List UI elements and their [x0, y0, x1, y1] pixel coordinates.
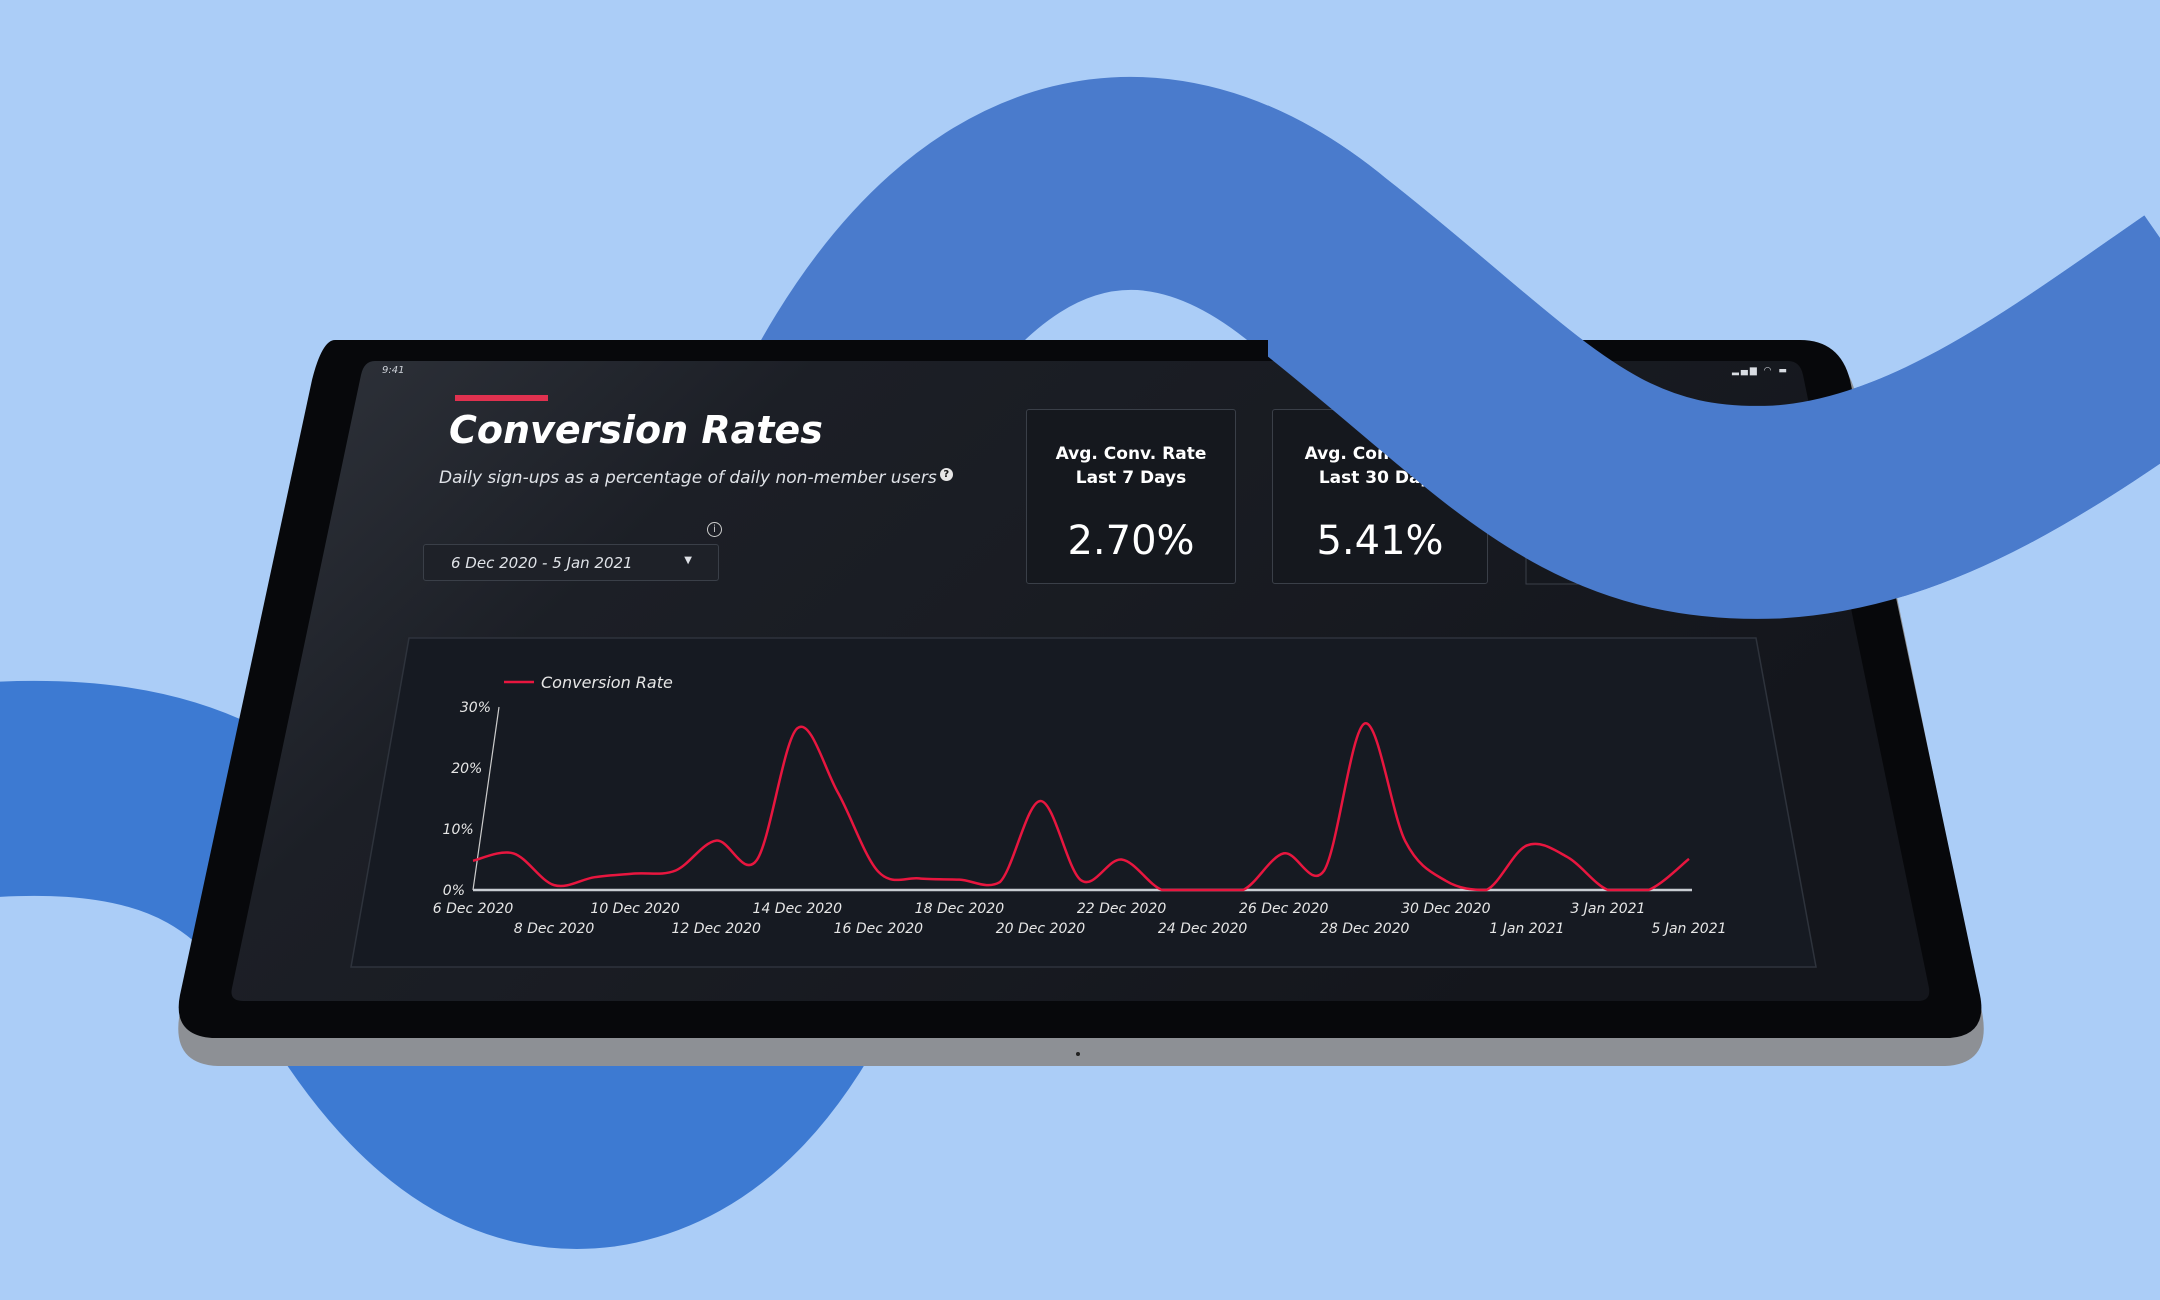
- x-tick-label: 30 Dec 2020: [1401, 901, 1491, 917]
- legend-label: Conversion Rate: [541, 673, 673, 692]
- x-tick-label: 1 Jan 2021: [1489, 921, 1564, 937]
- x-tick-label: 14 Dec 2020: [753, 901, 843, 917]
- y-tick-label: 10%: [443, 822, 474, 838]
- camera: [1076, 1052, 1080, 1056]
- card-label: Avg. Conv. Rate Last 7 Days: [1027, 442, 1235, 490]
- x-tick-label: 10 Dec 2020: [590, 901, 680, 917]
- wifi-icon: ◠: [1763, 366, 1774, 376]
- x-tick-label: 26 Dec 2020: [1239, 901, 1329, 917]
- x-tick-label: 16 Dec 2020: [834, 921, 924, 937]
- info-icon[interactable]: i: [707, 522, 722, 537]
- card-label-line1: Avg. Conv. Rate: [1055, 444, 1207, 464]
- x-tick-label: 20 Dec 2020: [996, 921, 1086, 937]
- x-tick-label: 24 Dec 2020: [1158, 921, 1248, 937]
- y-tick-label: 0%: [443, 883, 465, 899]
- date-range-dropdown[interactable]: 6 Dec 2020 - 5 Jan 2021 ▼: [423, 544, 719, 581]
- x-tick-label: 3 Jan 2021: [1570, 901, 1645, 917]
- y-tick-label: 20%: [451, 761, 482, 777]
- card-value: 2.70%: [1067, 518, 1195, 564]
- title-accent-bar: [455, 395, 548, 401]
- page-subtitle: Daily sign-ups as a percentage of daily …: [439, 468, 953, 488]
- status-time: 9:41: [382, 365, 405, 376]
- x-tick-label: 6 Dec 2020: [433, 901, 514, 917]
- lower-wave: [0, 680, 897, 1249]
- signal-icon: ▂▄▆: [1732, 366, 1759, 376]
- x-tick-label: 22 Dec 2020: [1077, 901, 1167, 917]
- status-icons: ▂▄▆ ◠ ▬: [1732, 366, 1789, 376]
- y-tick-label: 30%: [460, 700, 491, 716]
- upper-wave-overlap: [1268, 105, 2160, 619]
- date-range-value: 6 Dec 2020 - 5 Jan 2021: [451, 554, 633, 572]
- card-value: 5.41%: [1316, 518, 1444, 564]
- x-tick-label: 5 Jan 2021: [1651, 921, 1726, 937]
- page-title: Conversion Rates: [449, 408, 823, 452]
- caret-down-icon: ▼: [684, 555, 692, 566]
- x-tick-label: 8 Dec 2020: [514, 921, 595, 937]
- battery-icon: ▬: [1778, 366, 1789, 376]
- x-tick-label: 12 Dec 2020: [671, 921, 761, 937]
- x-tick-label: 18 Dec 2020: [915, 901, 1005, 917]
- kpi-card-7-days: Avg. Conv. Rate Last 7 Days 2.70%: [1026, 409, 1236, 584]
- chart-panel: [350, 637, 1817, 968]
- series-line-conversion-rate: [472, 722, 1690, 892]
- subtitle-text: Daily sign-ups as a percentage of daily …: [439, 468, 937, 488]
- card-label-line2: Last 7 Days: [1075, 468, 1187, 488]
- x-tick-label: 28 Dec 2020: [1320, 921, 1410, 937]
- help-icon[interactable]: ?: [939, 468, 953, 481]
